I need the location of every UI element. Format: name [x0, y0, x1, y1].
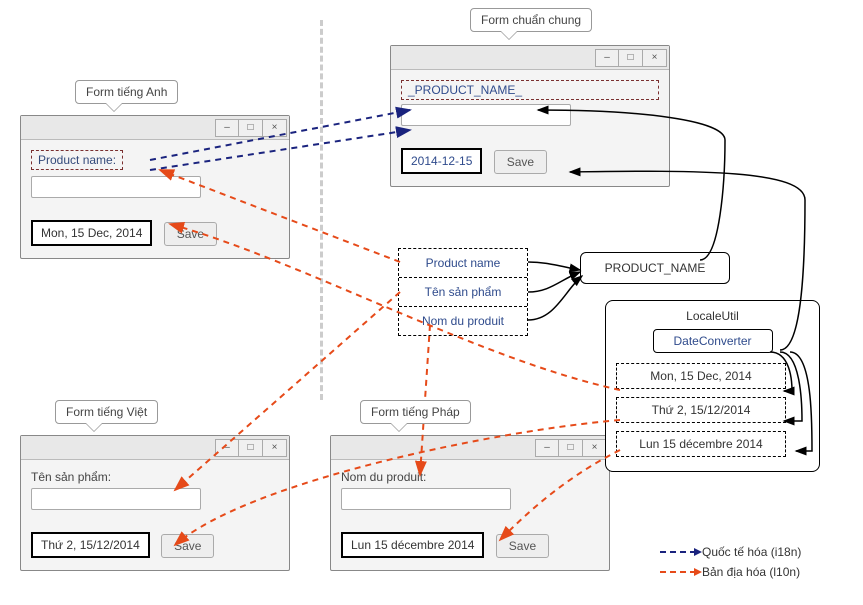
callout-en: Form tiếng Anh	[75, 80, 178, 104]
callout-en-text: Form tiếng Anh	[86, 85, 167, 99]
datebox-fr[interactable]: Lun 15 décembre 2014	[341, 532, 484, 558]
max-icon[interactable]: □	[619, 49, 643, 67]
save-button-fr[interactable]: Save	[496, 534, 549, 558]
form-vi: – □ × Tên sản phẩm: Thứ 2, 15/12/2014 Sa…	[20, 435, 290, 571]
date-out-fr: Lun 15 décembre 2014	[616, 431, 786, 457]
diagram-canvas: Form tiếng Anh – □ × Product name: Mon, …	[0, 0, 863, 605]
input-generic[interactable]	[401, 104, 571, 126]
titlebar-vi: – □ ×	[21, 436, 289, 460]
min-icon[interactable]: –	[595, 49, 619, 67]
form-fr: – □ × Nom du produit: Lun 15 décembre 20…	[330, 435, 610, 571]
label-generic: _PRODUCT_NAME_	[401, 80, 659, 100]
save-button-generic[interactable]: Save	[494, 150, 547, 174]
lang-item-fr: Nom du produit	[399, 307, 527, 335]
key-box-text: PRODUCT_NAME	[605, 261, 706, 275]
locale-util-title: LocaleUtil	[616, 309, 809, 323]
datebox-vi[interactable]: Thứ 2, 15/12/2014	[31, 532, 150, 558]
callout-fr: Form tiếng Pháp	[360, 400, 471, 424]
input-vi[interactable]	[31, 488, 201, 510]
save-button-vi[interactable]: Save	[161, 534, 214, 558]
label-vi: Tên sản phẩm:	[31, 470, 279, 484]
max-icon[interactable]: □	[559, 439, 583, 457]
form-en: – □ × Product name: Mon, 15 Dec, 2014 Sa…	[20, 115, 290, 259]
titlebar-en: – □ ×	[21, 116, 289, 140]
callout-generic: Form chuẩn chung	[470, 8, 592, 32]
lang-item-vi: Tên sản phẩm	[399, 278, 527, 307]
callout-generic-text: Form chuẩn chung	[481, 13, 581, 27]
titlebar-fr: – □ ×	[331, 436, 609, 460]
min-icon[interactable]: –	[215, 439, 239, 457]
min-icon[interactable]: –	[535, 439, 559, 457]
label-fr: Nom du produit:	[341, 470, 599, 484]
locale-util-box: LocaleUtil DateConverter Mon, 15 Dec, 20…	[605, 300, 820, 472]
vertical-divider	[320, 20, 323, 400]
max-icon[interactable]: □	[239, 119, 263, 137]
key-box: PRODUCT_NAME	[580, 252, 730, 284]
input-fr[interactable]	[341, 488, 511, 510]
legend: Quốc tế hóa (i18n) Bản địa hóa (l10n)	[660, 545, 801, 585]
max-icon[interactable]: □	[239, 439, 263, 457]
date-out-vi: Thứ 2, 15/12/2014	[616, 397, 786, 423]
close-icon[interactable]: ×	[263, 119, 287, 137]
close-icon[interactable]: ×	[583, 439, 607, 457]
legend-l10n-dash	[660, 571, 696, 573]
legend-i18n-dash	[660, 551, 696, 553]
callout-vi: Form tiếng Việt	[55, 400, 158, 424]
label-en: Product name:	[31, 150, 123, 170]
save-button-en[interactable]: Save	[164, 222, 217, 246]
callout-fr-text: Form tiếng Pháp	[371, 405, 460, 419]
close-icon[interactable]: ×	[643, 49, 667, 67]
min-icon[interactable]: –	[215, 119, 239, 137]
legend-i18n-text: Quốc tế hóa (i18n)	[702, 545, 801, 559]
input-en[interactable]	[31, 176, 201, 198]
legend-l10n-text: Bản địa hóa (l10n)	[702, 565, 800, 579]
close-icon[interactable]: ×	[263, 439, 287, 457]
datebox-en[interactable]: Mon, 15 Dec, 2014	[31, 220, 152, 246]
lang-item-en: Product name	[399, 249, 527, 278]
form-generic: – □ × _PRODUCT_NAME_ 2014-12-15 Save	[390, 45, 670, 187]
date-out-en: Mon, 15 Dec, 2014	[616, 363, 786, 389]
titlebar-generic: – □ ×	[391, 46, 669, 70]
datebox-generic[interactable]: 2014-12-15	[401, 148, 482, 174]
legend-l10n: Bản địa hóa (l10n)	[660, 565, 801, 579]
date-converter: DateConverter	[653, 329, 773, 353]
lang-list: Product name Tên sản phẩm Nom du produit	[398, 248, 528, 336]
callout-vi-text: Form tiếng Việt	[66, 405, 147, 419]
legend-i18n: Quốc tế hóa (i18n)	[660, 545, 801, 559]
